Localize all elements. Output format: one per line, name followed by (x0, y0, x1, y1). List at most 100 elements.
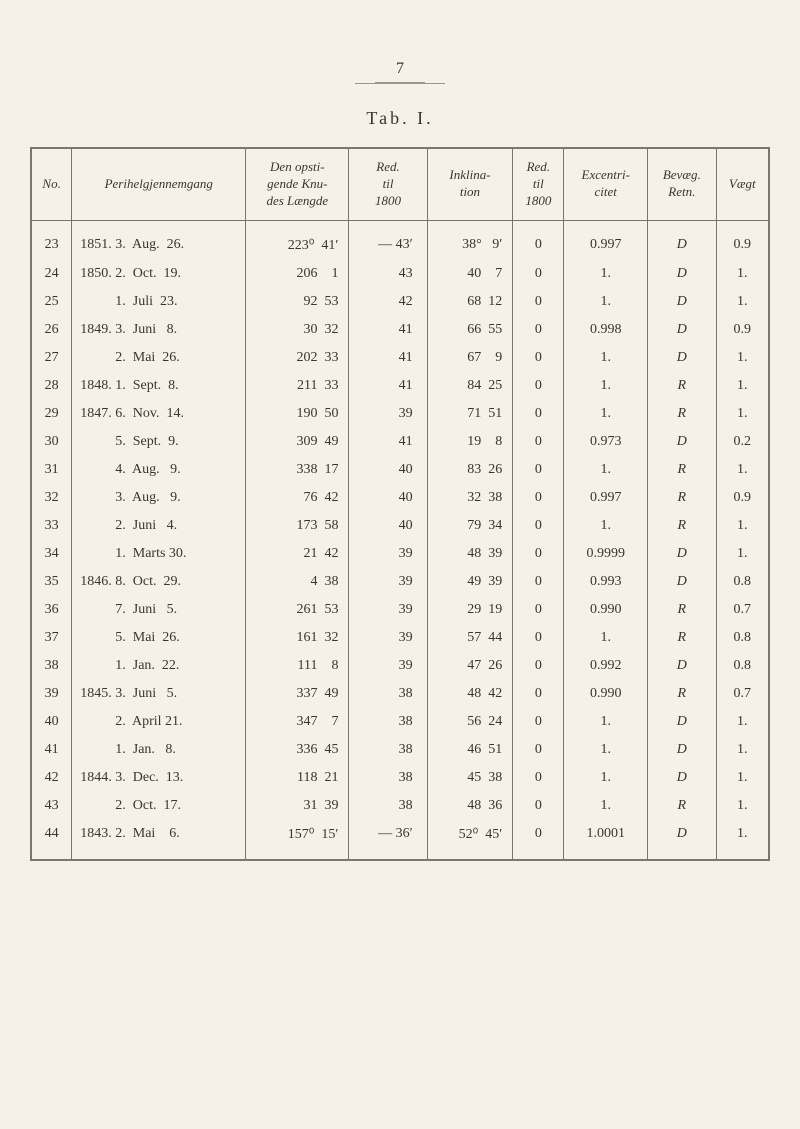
cell-bev: D (648, 316, 716, 344)
cell-exc: 0.997 (564, 220, 648, 260)
table-row: 31 4. Aug. 9.338 174083 2601.R1. (31, 456, 769, 484)
cell-vaegt: 0.8 (716, 652, 769, 680)
cell-redtil: 0 (513, 736, 564, 764)
cell-vaegt: 1. (716, 344, 769, 372)
cell-exc: 1. (564, 400, 648, 428)
cell-ink: 66 55 (427, 316, 513, 344)
table-row: 261849. 3. Juni 8.30 324166 5500.998D0.9 (31, 316, 769, 344)
cell-red: 42 (349, 288, 427, 316)
cell-red: 41 (349, 428, 427, 456)
cell-exc: 1. (564, 764, 648, 792)
col-header-knu: Den opsti-gende Knu-des Længde (246, 148, 349, 220)
cell-redtil: 0 (513, 764, 564, 792)
cell-exc: 1. (564, 260, 648, 288)
cell-ink: 56 24 (427, 708, 513, 736)
cell-exc: 0.998 (564, 316, 648, 344)
table-row: 30 5. Sept. 9.309 494119 800.973D0.2 (31, 428, 769, 456)
cell-knu: 111 8 (246, 652, 349, 680)
cell-bev: R (648, 596, 716, 624)
cell-red: 39 (349, 624, 427, 652)
cell-redtil: 0 (513, 680, 564, 708)
cell-vaegt: 0.8 (716, 624, 769, 652)
table-row: 38 1. Jan. 22.111 83947 2600.992D0.8 (31, 652, 769, 680)
cell-red: 40 (349, 484, 427, 512)
cell-exc: 0.992 (564, 652, 648, 680)
cell-knu: 223⁰ 41′ (246, 220, 349, 260)
cell-red: 38 (349, 764, 427, 792)
cell-bev: D (648, 736, 716, 764)
cell-redtil: 0 (513, 820, 564, 860)
cell-no: 24 (31, 260, 72, 288)
cell-red: 41 (349, 344, 427, 372)
cell-bev: D (648, 820, 716, 860)
cell-no: 35 (31, 568, 72, 596)
cell-vaegt: 1. (716, 540, 769, 568)
cell-redtil: 0 (513, 344, 564, 372)
cell-exc: 1. (564, 708, 648, 736)
table-row: 37 5. Mai 26.161 323957 4401.R0.8 (31, 624, 769, 652)
cell-vaegt: 1. (716, 288, 769, 316)
cell-bev: D (648, 708, 716, 736)
cell-no: 33 (31, 512, 72, 540)
cell-ink: 68 12 (427, 288, 513, 316)
cell-peri: 1851. 3. Aug. 26. (72, 220, 246, 260)
cell-no: 44 (31, 820, 72, 860)
cell-vaegt: 1. (716, 512, 769, 540)
cell-knu: 76 42 (246, 484, 349, 512)
cell-exc: 1. (564, 624, 648, 652)
cell-ink: 32 38 (427, 484, 513, 512)
cell-vaegt: 1. (716, 736, 769, 764)
table-row: 41 1. Jan. 8.336 453846 5101.D1. (31, 736, 769, 764)
cell-redtil: 0 (513, 512, 564, 540)
cell-redtil: 0 (513, 624, 564, 652)
cell-vaegt: 0.7 (716, 680, 769, 708)
cell-bev: R (648, 456, 716, 484)
data-table: No. Perihelgjennemgang Den opsti-gende K… (30, 147, 770, 861)
cell-ink: 46 51 (427, 736, 513, 764)
cell-ink: 83 26 (427, 456, 513, 484)
cell-no: 29 (31, 400, 72, 428)
cell-no: 34 (31, 540, 72, 568)
cell-vaegt: 0.9 (716, 316, 769, 344)
table-row: 351846. 8. Oct. 29.4 383949 3900.993D0.8 (31, 568, 769, 596)
cell-peri: 7. Juni 5. (72, 596, 246, 624)
table-row: 36 7. Juni 5.261 533929 1900.990R0.7 (31, 596, 769, 624)
cell-bev: R (648, 372, 716, 400)
cell-exc: 1. (564, 344, 648, 372)
cell-vaegt: 0.2 (716, 428, 769, 456)
cell-vaegt: 0.8 (716, 568, 769, 596)
cell-redtil: 0 (513, 652, 564, 680)
cell-exc: 0.9999 (564, 540, 648, 568)
cell-exc: 0.993 (564, 568, 648, 596)
cell-bev: D (648, 568, 716, 596)
cell-exc: 1. (564, 792, 648, 820)
cell-ink: 40 7 (427, 260, 513, 288)
cell-bev: R (648, 792, 716, 820)
cell-vaegt: 1. (716, 400, 769, 428)
cell-peri: 1844. 3. Dec. 13. (72, 764, 246, 792)
cell-no: 42 (31, 764, 72, 792)
cell-vaegt: 1. (716, 372, 769, 400)
cell-bev: R (648, 624, 716, 652)
cell-red: 43 (349, 260, 427, 288)
table-row: 241850. 2. Oct. 19.206 14340 701.D1. (31, 260, 769, 288)
cell-exc: 0.973 (564, 428, 648, 456)
cell-no: 41 (31, 736, 72, 764)
cell-peri: 5. Sept. 9. (72, 428, 246, 456)
table-row: 27 2. Mai 26.202 334167 901.D1. (31, 344, 769, 372)
cell-bev: D (648, 764, 716, 792)
table-row: 33 2. Juni 4.173 584079 3401.R1. (31, 512, 769, 540)
cell-knu: 338 17 (246, 456, 349, 484)
cell-bev: D (648, 220, 716, 260)
cell-no: 38 (31, 652, 72, 680)
cell-knu: 211 33 (246, 372, 349, 400)
cell-red: 39 (349, 596, 427, 624)
tab-title: Tab. I. (30, 108, 770, 129)
cell-vaegt: 1. (716, 708, 769, 736)
cell-bev: D (648, 540, 716, 568)
cell-red: 38 (349, 680, 427, 708)
cell-redtil: 0 (513, 260, 564, 288)
cell-knu: 261 53 (246, 596, 349, 624)
table-header-row: No. Perihelgjennemgang Den opsti-gende K… (31, 148, 769, 220)
col-header-peri: Perihelgjennemgang (72, 148, 246, 220)
